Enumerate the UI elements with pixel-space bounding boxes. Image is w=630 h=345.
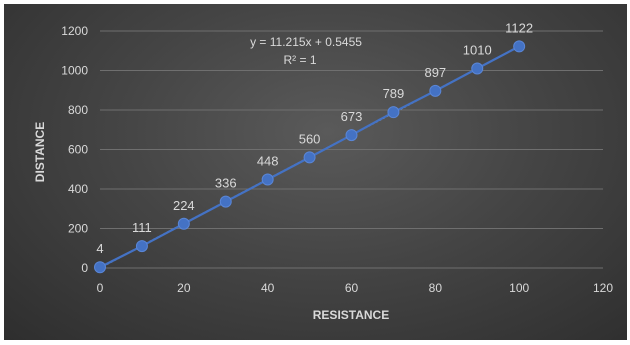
data-point <box>177 217 190 230</box>
data-series <box>94 40 526 274</box>
data-label: 111 <box>132 220 152 235</box>
x-tick-label: 120 <box>593 281 613 295</box>
data-point <box>345 129 358 142</box>
y-tick-label: 600 <box>68 143 88 157</box>
data-point <box>513 40 526 53</box>
y-tick-label: 400 <box>68 182 88 196</box>
data-label: 224 <box>173 198 195 213</box>
data-label: 673 <box>341 109 363 124</box>
x-tick-label: 60 <box>345 281 359 295</box>
data-point <box>94 261 106 274</box>
gridlines <box>100 30 603 269</box>
y-tick-label: 800 <box>68 103 88 117</box>
data-label: 789 <box>383 86 405 101</box>
x-tick-label: 40 <box>261 281 275 295</box>
data-label: 448 <box>257 154 279 169</box>
y-tick-label: 200 <box>68 222 88 236</box>
x-tick-label: 100 <box>509 281 529 295</box>
y-tick-label: 1000 <box>61 64 88 78</box>
x-axis-title: RESISTANCE <box>313 308 389 322</box>
data-point <box>261 173 274 186</box>
y-tick-labels: 0 200 400 600 800 1000 1200 <box>61 24 88 275</box>
data-label: 336 <box>215 176 237 191</box>
data-point <box>135 240 148 253</box>
chart-area: 0 20 40 60 80 100 120 0 200 400 600 800 1000 1200 4 1… <box>4 4 627 340</box>
trendline-r-squared: R² = 1 <box>283 53 316 67</box>
x-tick-label: 80 <box>429 281 443 295</box>
trendline-equation: y = 11.215x + 0.5455 <box>250 35 362 49</box>
y-tick-label: 1200 <box>61 24 88 38</box>
data-labels: 4 111 224 336 448 560 673 789 897 1010 1122 <box>96 20 533 256</box>
data-point <box>429 84 442 97</box>
data-label: 897 <box>424 65 446 80</box>
y-tick-label: 0 <box>81 261 88 275</box>
data-label: 4 <box>96 241 103 256</box>
data-label: 560 <box>299 131 321 146</box>
data-point <box>387 106 400 119</box>
data-label: 1010 <box>463 43 492 58</box>
data-point <box>219 195 232 208</box>
x-tick-label: 0 <box>97 281 104 295</box>
data-label: 1122 <box>505 20 533 35</box>
y-axis-title: DISTANCE <box>33 122 47 182</box>
scatter-chart: 0 20 40 60 80 100 120 0 200 400 600 800 1000 1200 4 1… <box>33 20 614 322</box>
data-point <box>303 151 316 164</box>
x-tick-labels: 0 20 40 60 80 100 120 <box>97 281 614 295</box>
data-point <box>471 62 484 75</box>
x-tick-label: 20 <box>177 281 191 295</box>
